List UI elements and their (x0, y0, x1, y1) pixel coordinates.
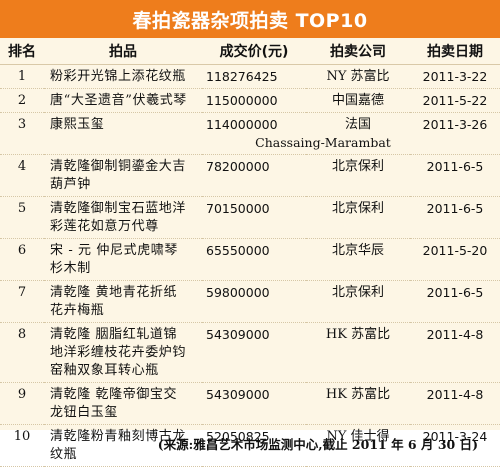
house-name: 法国 (344, 117, 371, 132)
header-row: 排名 拍品 成交价(元) 拍卖公司 拍卖日期 (0, 38, 500, 65)
cell-rank: 5 (0, 196, 44, 239)
cell-house: 北京华辰 (306, 238, 410, 281)
table-row: 5 清乾隆御制宝石蓝地洋 彩莲花如意万代尊 70150000 北京保利 2011-6-5 (0, 196, 500, 239)
cell-house: 法国 Chassaing-Marambat (255, 112, 410, 155)
cell-house: 北京保利 (306, 196, 410, 239)
source-note: (来源:雅昌艺术市场监测中心,截止 2011 年 6 月 30 日) (157, 437, 478, 452)
item-line: 杉木制 (50, 261, 91, 276)
table-row: 9 清乾隆 乾隆帝御宝交 龙钮白玉玺 54309000 HK 苏富比 2011-4-8 (0, 382, 500, 425)
cell-item: 唐“大圣遗音”伏羲式琴 (44, 88, 202, 113)
cell-house: NY 苏富比 (306, 64, 410, 89)
header-item: 拍品 (44, 38, 202, 65)
item-line: 花卉梅瓶 (50, 303, 105, 318)
item-line: 粉彩开光锦上添花纹瓶 (50, 69, 187, 84)
item-line: 宋 - 元 仲尼式虎啸琴 (50, 243, 178, 258)
header-date: 拍卖日期 (410, 38, 500, 65)
cell-house: HK 苏富比 (306, 322, 410, 383)
item-line: 唐“大圣遗音”伏羲式琴 (50, 93, 187, 108)
cell-item: 宋 - 元 仲尼式虎啸琴 杉木制 (44, 238, 202, 281)
header-house: 拍卖公司 (306, 38, 410, 65)
cell-date: 2011-6-5 (410, 196, 500, 239)
cell-rank: 1 (0, 64, 44, 89)
cell-date: 2011-4-8 (410, 382, 500, 425)
cell-date: 2011-3-26 (410, 112, 500, 155)
cell-date: 2011-4-8 (410, 322, 500, 383)
cell-price: 78200000 (202, 154, 306, 197)
cell-price: 54309000 (202, 382, 306, 425)
cell-item: 清乾隆御制宝石蓝地洋 彩莲花如意万代尊 (44, 196, 202, 239)
cell-price: 59800000 (202, 280, 306, 323)
cell-rank: 7 (0, 280, 44, 323)
cell-item: 清乾隆御制铜鎏金大吉 葫芦钟 (44, 154, 202, 197)
auction-table: 排名 拍品 成交价(元) 拍卖公司 拍卖日期 1 粉彩开光锦上添花纹瓶 118276… (0, 38, 500, 467)
cell-price: 118276425 (202, 64, 306, 89)
cell-rank: 8 (0, 322, 44, 383)
table-row: 3 康熙玉玺 114000000 法国 Chassaing-Marambat 2011-3… (0, 112, 500, 155)
table-rows: 1 粉彩开光锦上添花纹瓶 118276425 NY 苏富比 2011-3-22 2 唐“大圣… (0, 64, 500, 467)
cell-rank: 3 (0, 112, 44, 155)
header-price: 成交价(元) (202, 38, 306, 65)
table-row: 1 粉彩开光锦上添花纹瓶 118276425 NY 苏富比 2011-3-22 (0, 64, 500, 89)
table-row: 4 清乾隆御制铜鎏金大吉 葫芦钟 78200000 北京保利 2011-6-5 (0, 154, 500, 197)
cell-house: 北京保利 (306, 154, 410, 197)
table-row: 7 清乾隆 黄地青花折纸 花卉梅瓶 59800000 北京保利 2011-6-5 (0, 280, 500, 323)
cell-rank: 4 (0, 154, 44, 197)
house-name-sub: Chassaing-Marambat (255, 135, 391, 150)
cell-price: 54309000 (202, 322, 306, 383)
cell-house: 中国嘉德 (306, 88, 410, 113)
cell-price: 114000000 (202, 112, 306, 155)
cell-date: 2011-6-5 (410, 154, 500, 197)
table-row: 8 清乾隆 胭脂红轧道锦 地洋彩缠枝花卉委炉钧 窑釉双象耳转心瓶 54309000 HK … (0, 322, 500, 383)
cell-item: 粉彩开光锦上添花纹瓶 (44, 64, 202, 89)
cell-house: 北京保利 (306, 280, 410, 323)
item-line: 地洋彩缠枝花卉委炉钧 (50, 345, 187, 360)
item-line: 清乾隆粉青釉刻博古龙 (50, 429, 187, 444)
cell-item: 康熙玉玺 (44, 112, 202, 155)
item-line: 龙钮白玉玺 (50, 405, 119, 420)
cell-rank: 2 (0, 88, 44, 113)
item-line: 清乾隆 黄地青花折纸 (50, 285, 178, 300)
cell-item: 清乾隆 黄地青花折纸 花卉梅瓶 (44, 280, 202, 323)
item-line: 清乾隆御制宝石蓝地洋 (50, 201, 187, 216)
cell-item: 清乾隆 胭脂红轧道锦 地洋彩缠枝花卉委炉钧 窑釉双象耳转心瓶 (44, 322, 202, 383)
cell-price: 65550000 (202, 238, 306, 281)
cell-date: 2011-6-5 (410, 280, 500, 323)
item-line: 窑釉双象耳转心瓶 (50, 363, 159, 378)
cell-date: 2011-5-22 (410, 88, 500, 113)
cell-date: 2011-5-20 (410, 238, 500, 281)
header-rank: 排名 (0, 38, 44, 65)
table-title: 春拍瓷器杂项拍卖 TOP10 (0, 0, 500, 38)
cell-rank: 6 (0, 238, 44, 281)
cell-rank: 9 (0, 382, 44, 425)
cell-item: 清乾隆 乾隆帝御宝交 龙钮白玉玺 (44, 382, 202, 425)
item-line: 彩莲花如意万代尊 (50, 219, 159, 234)
item-line: 清乾隆 胭脂红轧道锦 (50, 327, 178, 342)
cell-price: 115000000 (202, 88, 306, 113)
table-body-area: 排名 拍品 成交价(元) 拍卖公司 拍卖日期 1 粉彩开光锦上添花纹瓶 118276… (0, 38, 500, 467)
item-line: 康熙玉玺 (50, 117, 105, 132)
item-line: 葫芦钟 (50, 177, 91, 192)
cell-house: HK 苏富比 (306, 382, 410, 425)
cell-price: 70150000 (202, 196, 306, 239)
cell-date: 2011-3-22 (410, 64, 500, 89)
item-line: 清乾隆御制铜鎏金大吉 (50, 159, 187, 174)
table-row: 2 唐“大圣遗音”伏羲式琴 115000000 中国嘉德 2011-5-22 (0, 88, 500, 113)
item-line: 清乾隆 乾隆帝御宝交 (50, 387, 178, 402)
